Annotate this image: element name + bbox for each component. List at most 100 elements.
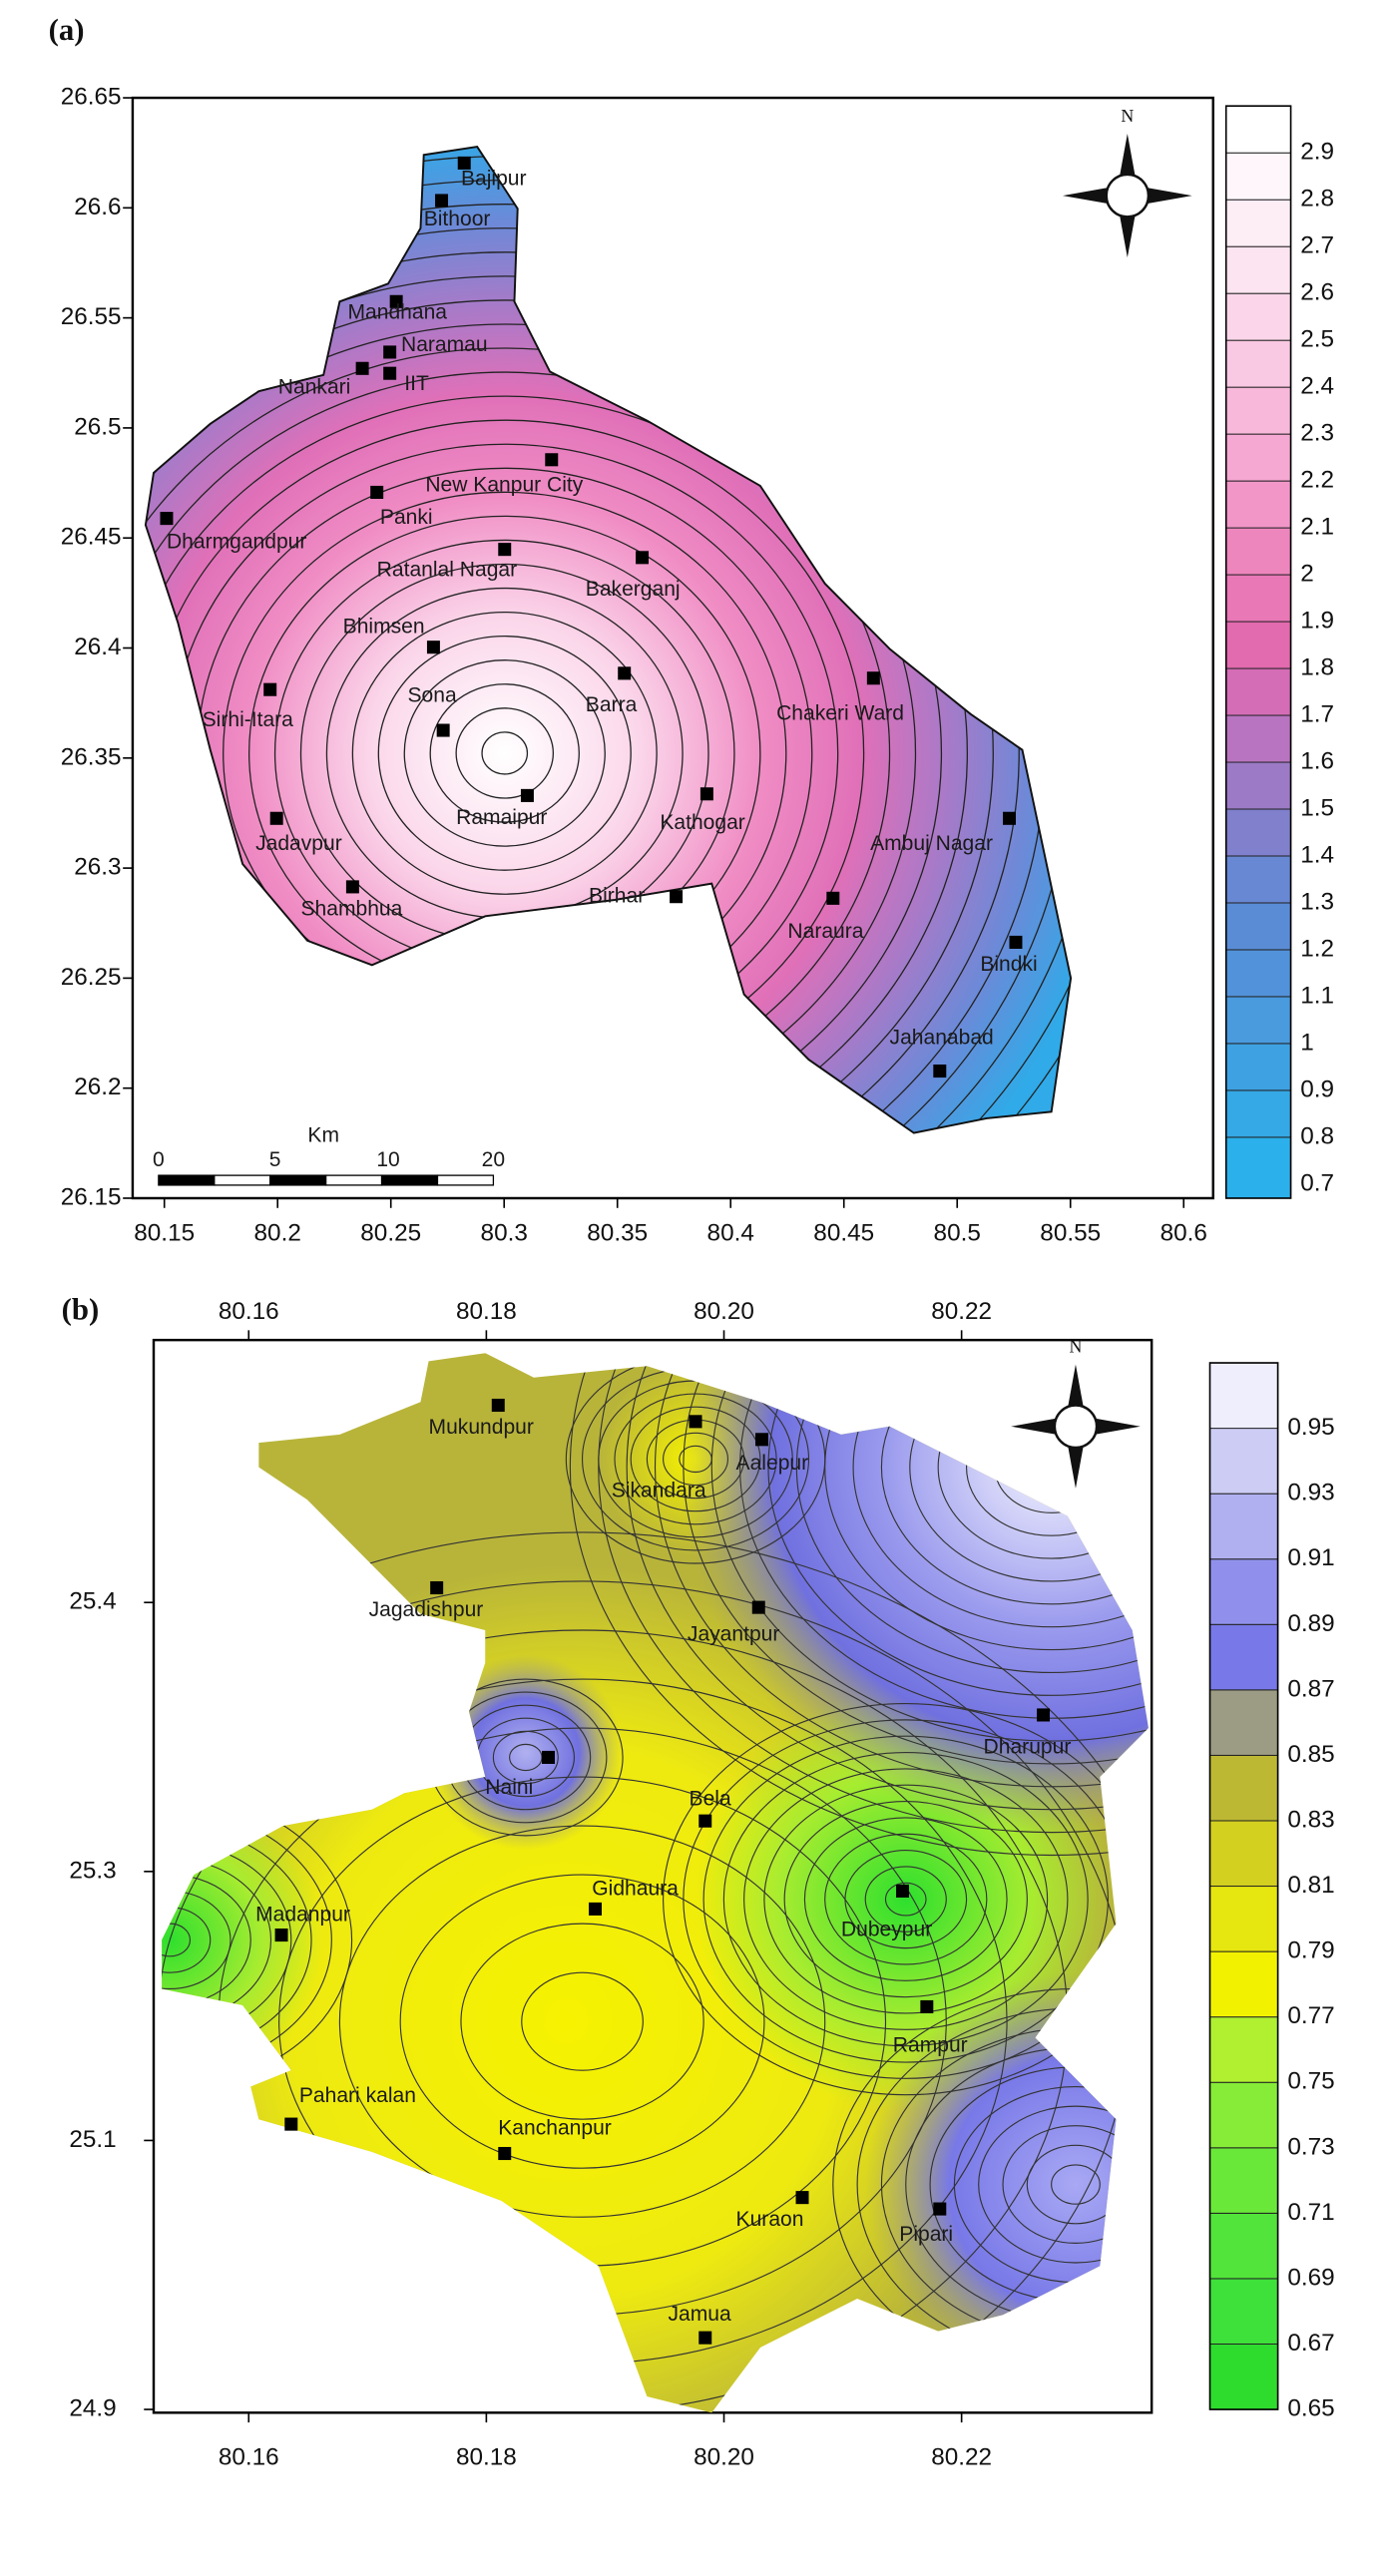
contour-line <box>864 1866 947 1932</box>
contour-line <box>162 1531 1149 2413</box>
place-name: Bithoor <box>424 208 491 230</box>
panel-label: (a) <box>49 12 85 47</box>
contour-line <box>763 1784 1049 2014</box>
colorbar-bin <box>1209 1558 1279 1625</box>
colorbar-label: 0.81 <box>1287 1872 1334 1899</box>
place-name: Panki <box>380 506 433 529</box>
contour-line <box>722 1751 1089 2047</box>
contour-line <box>145 323 969 1133</box>
place-marker <box>370 485 384 500</box>
contour-line <box>145 371 917 1133</box>
colorbar-label: 1 <box>1300 1029 1314 1056</box>
colorbar-bin <box>1225 386 1292 435</box>
place-name: Naraura <box>787 920 863 943</box>
contour-line <box>145 227 1072 1133</box>
place-name: Bindki <box>980 953 1037 976</box>
place-marker <box>896 1884 910 1898</box>
colorbar-bin <box>1209 2278 1279 2345</box>
colorbar-bin <box>1225 105 1292 154</box>
y-tick-label: 26.35 <box>61 743 122 770</box>
annotations: (a) 80.15 80.2 80.25 80.3 80.35 80.4 80.45 80.5 8… <box>49 12 1335 2471</box>
contour-line <box>351 611 658 895</box>
y-tick-label: 26.3 <box>74 854 121 881</box>
colorbar-bin <box>1209 2212 1279 2280</box>
place-name: Jamua <box>668 2303 730 2326</box>
contour-line <box>663 1432 729 1487</box>
x-tick-label: 80.45 <box>813 1219 874 1246</box>
place-marker <box>933 1065 947 1078</box>
contour-line <box>683 1353 1149 1765</box>
contour-line <box>824 1833 988 1965</box>
colorbar-bin <box>1225 527 1292 576</box>
place-name: Jagadishpur <box>369 1598 484 1621</box>
place-marker <box>436 723 450 737</box>
y-tick-label: 26.65 <box>61 83 122 110</box>
colorbar-label: 2.8 <box>1300 186 1334 213</box>
x-tick-label: 80.20 <box>694 2443 754 2470</box>
place-marker <box>355 361 369 375</box>
contour-line <box>338 1825 826 2218</box>
place-name: Jahanabad <box>890 1026 994 1049</box>
scale-segment <box>324 1174 383 1186</box>
colorbar-label: 1.7 <box>1300 700 1334 727</box>
place-marker <box>636 551 650 565</box>
place-marker <box>689 1415 702 1429</box>
compass: N <box>1011 1336 1141 1489</box>
colorbar-label: 0.9 <box>1300 1075 1334 1102</box>
contour-line <box>455 707 555 799</box>
colorbar-bin <box>1209 1820 1279 1888</box>
scale-unit: Km <box>307 1123 339 1146</box>
contour-line <box>909 1353 1149 1582</box>
place-marker <box>498 2146 512 2161</box>
contour-line <box>702 1735 1109 2063</box>
colorbar-label: 1.6 <box>1300 747 1334 774</box>
y-tick-label: 25.3 <box>69 1857 116 1884</box>
place-marker <box>383 366 397 380</box>
place-name: Kuraon <box>736 2208 804 2231</box>
colorbar-label: 0.67 <box>1287 2330 1334 2357</box>
scale-label: 10 <box>376 1148 399 1171</box>
contour-line <box>403 659 606 847</box>
place-name: Kanchanpur <box>498 2117 612 2140</box>
contour-line <box>429 683 580 823</box>
colorbar-bin <box>1209 2016 1279 2083</box>
colorbar-bin <box>1225 714 1292 763</box>
contour-line <box>481 731 529 775</box>
colorbar-bin <box>1209 1623 1279 1691</box>
place-name: Mukundpur <box>429 1416 534 1439</box>
place-name: Bakerganj <box>586 578 681 601</box>
colorbar-bin <box>1225 1136 1292 1199</box>
place-name: Ramaipur <box>456 806 547 829</box>
place-marker <box>589 1902 603 1916</box>
colorbar-label: 0.8 <box>1300 1122 1334 1149</box>
scale-segment <box>214 1174 271 1186</box>
map-surface <box>131 96 1214 1200</box>
place-name: Ratanlal Nagar <box>377 558 517 581</box>
colorbar-label: 2.4 <box>1300 373 1334 400</box>
place-name: Dharmgandpur <box>167 531 306 554</box>
contour-line <box>824 1353 1149 1651</box>
colorbar-label: 2 <box>1300 560 1314 587</box>
x-tick-label: 80.55 <box>1040 1219 1101 1246</box>
colorbar-bin <box>1209 1493 1279 1560</box>
panel-label: (b) <box>62 1291 100 1326</box>
colorbar-label: 0.71 <box>1287 2199 1334 2226</box>
colorbar-bin <box>1225 1089 1292 1138</box>
place-name: Pahari kalan <box>299 2084 416 2107</box>
colorbar-label: 0.75 <box>1287 2068 1334 2095</box>
place-marker <box>491 1398 505 1413</box>
colorbar-bin <box>1225 667 1292 716</box>
place-marker <box>698 1814 712 1828</box>
colorbar-bin <box>1225 902 1292 951</box>
colorbar-label: 0.79 <box>1287 1936 1334 1963</box>
colorbar-bin <box>1225 245 1292 294</box>
y-tick-label: 26.6 <box>74 194 121 220</box>
colorbar-label: 1.9 <box>1300 607 1334 634</box>
place-name: IIT <box>404 372 429 395</box>
contour-line <box>162 1923 192 1957</box>
colorbar-label: 2.7 <box>1300 232 1334 259</box>
colorbar-bin <box>1225 433 1292 482</box>
y-tick-label: 25.1 <box>69 2126 116 2153</box>
y-tick-label: 24.9 <box>69 2394 116 2421</box>
